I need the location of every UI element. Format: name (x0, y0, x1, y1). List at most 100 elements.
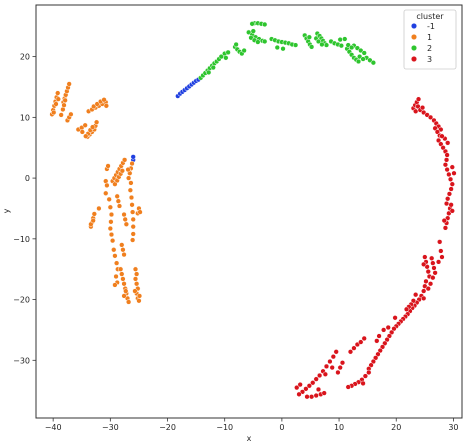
data-point (360, 380, 366, 387)
data-point (249, 21, 255, 27)
data-point (444, 152, 450, 158)
data-point (304, 394, 310, 400)
data-point (323, 42, 330, 48)
data-point (274, 44, 280, 51)
data-point (83, 133, 89, 139)
y-tick-label: −20 (13, 296, 30, 305)
data-point (105, 163, 111, 169)
data-point (210, 64, 216, 71)
data-point (447, 176, 454, 182)
data-point (323, 363, 330, 370)
data-point (255, 39, 261, 45)
data-point (297, 381, 303, 388)
legend-label: 3 (427, 55, 432, 64)
data-point (130, 224, 136, 230)
data-point (294, 384, 300, 391)
y-tick-label: 20 (20, 53, 30, 62)
data-point (119, 242, 125, 248)
data-point (338, 43, 345, 49)
data-point (319, 41, 325, 48)
data-point (132, 276, 139, 282)
data-point (112, 282, 118, 288)
data-point (430, 275, 436, 281)
data-point (425, 285, 431, 292)
data-point (233, 41, 239, 48)
data-point (90, 217, 96, 224)
data-point (413, 108, 419, 114)
y-tick-label: −10 (13, 235, 30, 244)
data-point (443, 157, 450, 163)
data-point (430, 260, 436, 266)
data-point (115, 198, 121, 204)
data-point (79, 129, 85, 135)
data-point (223, 55, 229, 61)
data-point (419, 104, 426, 111)
data-point (415, 96, 422, 102)
data-point (337, 36, 343, 43)
x-axis-ticks: −40 −30 −20 −10 0 10 20 30 (45, 418, 459, 432)
data-point (58, 112, 64, 118)
data-point (132, 288, 138, 294)
data-point (53, 101, 59, 107)
data-point (329, 364, 335, 371)
data-point (129, 160, 135, 167)
data-point (335, 369, 341, 376)
data-point (351, 345, 357, 351)
data-point (360, 56, 366, 62)
data-point (262, 21, 268, 28)
data-point (117, 266, 124, 272)
data-point (306, 34, 312, 40)
legend-label: -1 (427, 22, 435, 31)
data-point (342, 36, 348, 42)
data-point (413, 292, 419, 298)
data-point (123, 288, 129, 294)
data-point (358, 339, 364, 345)
data-point (66, 81, 72, 87)
data-point (445, 140, 451, 146)
data-point (437, 239, 443, 245)
series-3 (294, 96, 457, 400)
data-point (280, 46, 286, 52)
data-point (448, 186, 454, 192)
data-point (121, 281, 127, 287)
y-axis-label: y (2, 208, 11, 213)
data-point (89, 124, 96, 130)
data-point (103, 103, 109, 109)
data-point (130, 231, 136, 237)
data-point (55, 96, 61, 102)
data-point (327, 358, 333, 365)
data-point (422, 254, 428, 260)
data-point (91, 211, 97, 217)
data-point (316, 372, 323, 379)
data-point (439, 254, 445, 260)
data-point (129, 237, 136, 243)
data-point (421, 295, 427, 302)
data-point (448, 202, 454, 208)
y-axis-ticks: −30 −20 −10 0 10 20 (13, 53, 36, 365)
data-point (113, 273, 119, 280)
x-tick-label: 0 (279, 423, 284, 432)
data-point (82, 122, 88, 128)
data-point (119, 168, 125, 174)
series-1 (49, 81, 143, 305)
data-point (337, 364, 343, 371)
data-point (111, 247, 117, 253)
data-point (443, 200, 450, 207)
data-point (296, 391, 302, 397)
data-point (241, 47, 247, 54)
data-point (106, 196, 112, 203)
legend-marker (410, 33, 418, 41)
data-point (421, 261, 427, 267)
data-point (113, 260, 120, 266)
data-point (370, 60, 377, 66)
data-point (442, 162, 449, 168)
legend-label: 1 (427, 33, 432, 42)
data-point (306, 383, 312, 389)
data-point (421, 288, 427, 294)
data-point (127, 187, 134, 193)
data-point (376, 333, 382, 339)
data-point (250, 28, 256, 34)
data-point (392, 315, 398, 321)
data-point (132, 266, 139, 272)
